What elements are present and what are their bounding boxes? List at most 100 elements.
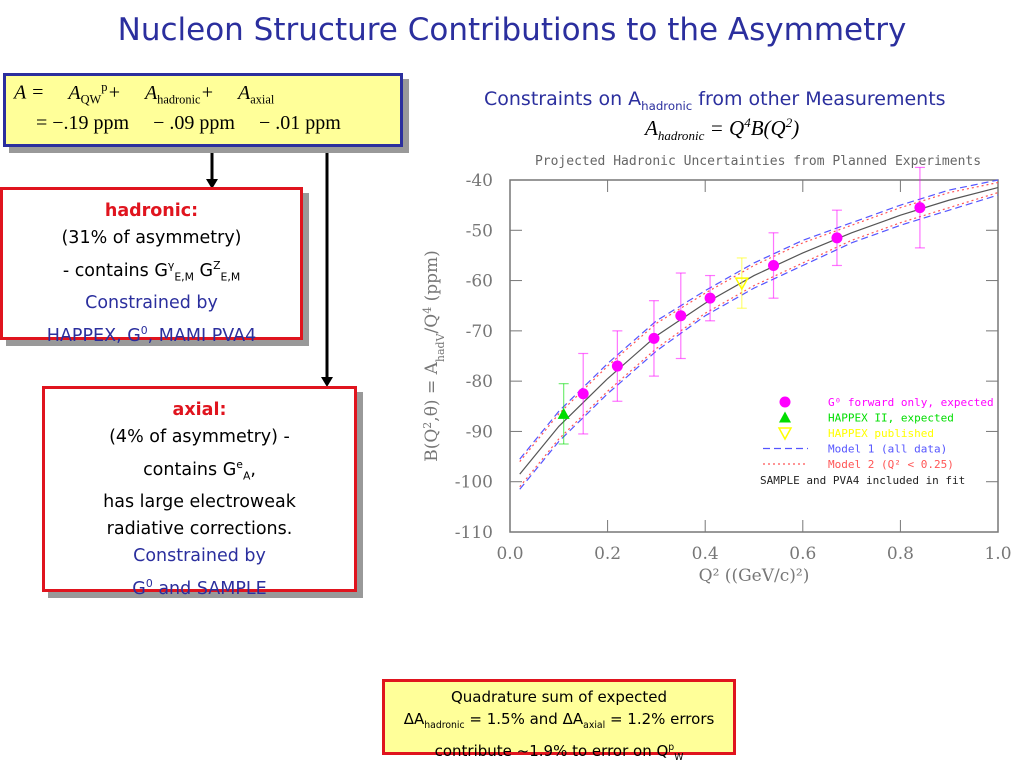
text-segment: 4 [744, 115, 751, 130]
x-tick-label: 0.8 [887, 544, 914, 564]
chart-title: Projected Hadronic Uncertainties from Pl… [535, 154, 981, 169]
box-line: radiative corrections. [45, 516, 354, 543]
text-segment: ,θ) = A [422, 361, 442, 421]
legend-marker [779, 411, 791, 423]
data-point [734, 277, 750, 291]
box-line: ΔAhadronic = 1.5% and ΔAaxial = 1.2% err… [385, 708, 733, 737]
box-line: Constrained by [3, 290, 300, 317]
y-tick-label: -50 [466, 221, 493, 241]
text-segment: − .01 ppm [258, 112, 341, 134]
error-bar [736, 257, 747, 309]
data-point [557, 407, 570, 419]
x-tick-label: 0.0 [496, 544, 523, 564]
model-line [519, 194, 999, 490]
text-segment: A [645, 116, 658, 140]
text-segment: p [101, 80, 108, 94]
x-tick-label: 0.4 [692, 544, 719, 564]
equation-line: = −.19 ppm − .09 ppm − .01 ppm [14, 112, 392, 144]
text-segment: Q [80, 92, 90, 107]
text-segment: (4% of asymmetry) - [109, 427, 290, 447]
y-tick-label: -80 [466, 372, 493, 392]
plot-frame [509, 179, 999, 533]
text-segment: = 1.5% and ΔA [464, 710, 584, 728]
text-segment: contribute ~1.9% to error on Q [434, 742, 669, 760]
data-point [648, 332, 660, 344]
y-axis-label: B(Q2,θ) = AhadV/Q4 (ppm) [421, 250, 447, 462]
text-segment: A [144, 81, 158, 104]
model-line [519, 191, 999, 488]
text-segment: contains G [143, 459, 237, 480]
text-segment: 0 [145, 577, 153, 591]
text-segment: 2 [785, 115, 793, 130]
box-line: (4% of asymmetry) - [45, 424, 354, 451]
text-segment: B(Q [422, 429, 442, 462]
y-tick-label: -90 [466, 422, 493, 442]
text-segment: from other Measurements [692, 88, 946, 110]
text-segment: hadronic [424, 720, 465, 731]
text-segment: + [200, 81, 215, 104]
box-heading: hadronic: [104, 201, 199, 221]
text-segment: 0 [140, 324, 148, 338]
box-line: - contains GγE,M GZE,M [3, 252, 300, 290]
text-segment: Constrained by [85, 293, 218, 314]
axial-box: axial: (4% of asymmetry) - contains GeA, h… [42, 386, 357, 599]
text-segment: 2 [421, 422, 434, 429]
text-segment: (ppm) [422, 250, 442, 307]
legend-label: Model 1 (all data) [828, 443, 947, 456]
y-tick-label: -100 [455, 473, 493, 493]
text-segment: and SAMPLE [152, 579, 267, 600]
text-segment: , [250, 459, 256, 480]
y-tick-label: -110 [455, 523, 493, 543]
text-segment: - contains G [62, 260, 168, 281]
text-segment: 4 [421, 307, 434, 314]
text-segment: HAPPEX, G [46, 326, 141, 347]
x-tick-label: 0.2 [594, 544, 621, 564]
box-line: (31% of asymmetry) [3, 225, 300, 252]
text-segment: A = [14, 81, 45, 104]
data-point [704, 292, 716, 304]
box-line: has large electroweak [45, 489, 354, 516]
legend-marker [779, 396, 791, 408]
box-line: contains GeA, [45, 451, 354, 489]
data-point [675, 310, 687, 322]
data-point [611, 360, 623, 372]
arrowhead [206, 179, 218, 189]
text-segment: has large electroweak [103, 492, 296, 513]
text-segment: , MAMI PVA4 [147, 326, 257, 347]
text-segment: W [674, 752, 684, 763]
text-segment: (31% of asymmetry) [61, 228, 242, 248]
text-segment: B(Q [750, 116, 786, 140]
text-segment: Quadrature sum of expected [450, 688, 667, 706]
text-segment: = 1.2% errors [605, 710, 715, 728]
slide-title: Nucleon Structure Contributions to the A… [117, 12, 907, 48]
legend-label: Model 2 (Q² < 0.25) [828, 458, 954, 471]
text-segment: Constrained by [133, 546, 266, 567]
data-point [577, 388, 589, 400]
text-segment: E,M [220, 270, 241, 284]
text-segment: γ [167, 259, 175, 272]
model-line [519, 179, 999, 460]
text-segment: A [238, 81, 251, 104]
legend-label: HAPPEX II, expected [828, 412, 954, 425]
text-segment: radiative corrections. [106, 519, 293, 540]
text-segment: ΔA [403, 710, 425, 728]
x-tick-label: 0.6 [789, 544, 816, 564]
box-line: contribute ~1.9% to error on QpW [385, 737, 733, 768]
text-segment: W [89, 92, 102, 107]
text-segment: ) [792, 116, 800, 140]
box-line: Constrained by [45, 543, 354, 570]
y-tick-label: -70 [466, 322, 493, 342]
quadrature-box: Quadrature sum of expected ΔAhadronic = 1… [382, 679, 736, 763]
data-point [831, 232, 843, 244]
equation-box: A = AQWp+ Ahadronic+ Aaxial = −.19 ppm − .09… [3, 73, 403, 147]
text-segment: = −.19 ppm [36, 112, 130, 134]
legend-note: SAMPLE and PVA4 included in fit [760, 474, 965, 487]
text-segment: G [193, 260, 214, 281]
text-segment: /Q [422, 314, 442, 334]
text-segment: + [107, 81, 121, 104]
arrowhead [321, 377, 333, 387]
text-segment: e [236, 458, 243, 471]
text-segment: hadronic [157, 92, 201, 107]
